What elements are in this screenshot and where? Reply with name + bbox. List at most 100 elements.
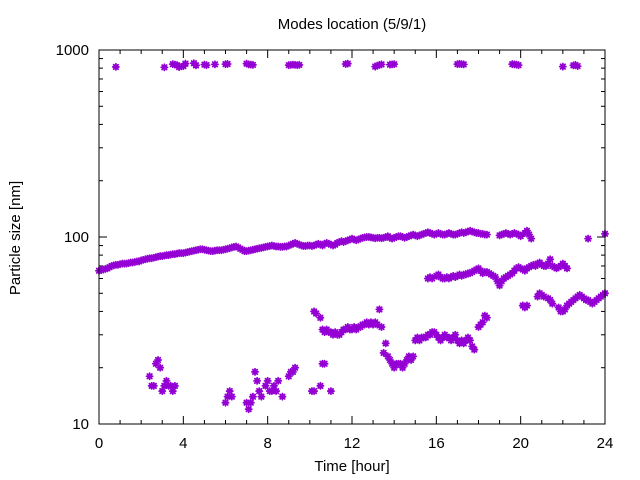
- data-point: [181, 59, 190, 68]
- data-point: [223, 59, 232, 68]
- data-point-mark: [242, 398, 251, 407]
- data-point-mark: [478, 318, 487, 327]
- data-point-mark: [267, 387, 276, 396]
- data-point-mark: [533, 292, 542, 301]
- y-tick-label: 10: [72, 416, 89, 433]
- data-point: [244, 405, 253, 414]
- data-point: [468, 342, 477, 351]
- data-point-mark: [160, 63, 169, 72]
- data-point-mark: [156, 363, 165, 372]
- data-point: [248, 60, 257, 69]
- data-point: [390, 363, 399, 372]
- data-point: [149, 381, 158, 390]
- data-point-mark: [558, 62, 567, 71]
- data-point: [291, 363, 300, 372]
- data-point-mark: [145, 372, 154, 381]
- data-point: [404, 352, 413, 361]
- data-point: [482, 313, 491, 322]
- data-point-mark: [398, 363, 407, 372]
- data-point-mark: [310, 387, 319, 396]
- tick-labels: 0 4 8 12 16 20 24 10 100 1000: [56, 42, 614, 452]
- data-point-mark: [544, 259, 553, 268]
- data-point: [288, 367, 297, 376]
- data-point-mark: [404, 352, 413, 361]
- data-point: [160, 381, 169, 390]
- data-point: [428, 274, 437, 283]
- data-point-mark: [388, 359, 397, 368]
- data-point: [546, 296, 555, 305]
- data-point-mark: [493, 277, 502, 286]
- data-point: [263, 376, 272, 385]
- data-point: [584, 234, 593, 243]
- data-point-mark: [284, 372, 293, 381]
- data-point: [210, 60, 219, 69]
- data-point-mark: [269, 381, 278, 390]
- data-point: [495, 281, 504, 290]
- data-point-mark: [381, 339, 390, 348]
- data-point-mark: [263, 376, 272, 385]
- data-point-mark: [291, 363, 300, 372]
- data-points: [95, 59, 609, 414]
- data-point-mark: [379, 348, 388, 357]
- data-point-mark: [168, 387, 177, 396]
- data-point: [295, 60, 304, 69]
- data-point-mark: [385, 355, 394, 364]
- data-point-mark: [400, 359, 409, 368]
- data-point-mark: [375, 305, 384, 314]
- data-point: [154, 355, 163, 364]
- y-axis-label: Particle size [nm]: [7, 181, 24, 295]
- data-point-mark: [191, 61, 200, 70]
- x-tick-label: 16: [428, 435, 445, 452]
- data-point-mark: [261, 381, 270, 390]
- data-point-mark: [253, 376, 262, 385]
- data-point: [525, 230, 534, 239]
- data-point: [466, 336, 475, 345]
- data-point-mark: [516, 232, 525, 241]
- data-point-mark: [246, 398, 255, 407]
- data-point-mark: [390, 60, 399, 69]
- data-point: [170, 381, 179, 390]
- data-point-mark: [170, 381, 179, 390]
- data-point: [202, 61, 211, 70]
- data-point-mark: [560, 305, 569, 314]
- data-point: [253, 376, 262, 385]
- data-point: [251, 367, 260, 376]
- data-point: [320, 359, 329, 368]
- data-point: [388, 359, 397, 368]
- data-point-mark: [160, 381, 169, 390]
- x-tick-label: 4: [179, 435, 187, 452]
- data-point: [257, 392, 266, 401]
- data-point-mark: [151, 359, 160, 368]
- data-point-mark: [326, 387, 335, 396]
- data-point-mark: [428, 274, 437, 283]
- data-point: [310, 387, 319, 396]
- data-point-mark: [257, 392, 266, 401]
- data-point: [478, 318, 487, 327]
- data-point-mark: [175, 63, 184, 72]
- data-point: [242, 398, 251, 407]
- data-point-mark: [225, 387, 234, 396]
- data-point: [539, 292, 548, 301]
- data-point-mark: [470, 345, 479, 354]
- data-point-mark: [251, 367, 260, 376]
- data-point-mark: [383, 352, 392, 361]
- data-point: [385, 355, 394, 364]
- data-point-mark: [274, 376, 283, 385]
- data-point: [156, 363, 165, 372]
- data-point: [377, 323, 386, 332]
- data-point-mark: [546, 296, 555, 305]
- data-point: [390, 60, 399, 69]
- data-point: [312, 309, 321, 318]
- data-point-mark: [554, 303, 563, 312]
- data-point: [223, 392, 232, 401]
- data-point-mark: [373, 320, 382, 329]
- data-point-mark: [584, 234, 593, 243]
- data-point: [375, 305, 384, 314]
- data-point: [554, 303, 563, 312]
- data-point: [516, 232, 525, 241]
- data-point-mark: [468, 342, 477, 351]
- data-point-mark: [248, 392, 257, 401]
- x-tick-label: 8: [263, 435, 271, 452]
- data-point-mark: [377, 323, 386, 332]
